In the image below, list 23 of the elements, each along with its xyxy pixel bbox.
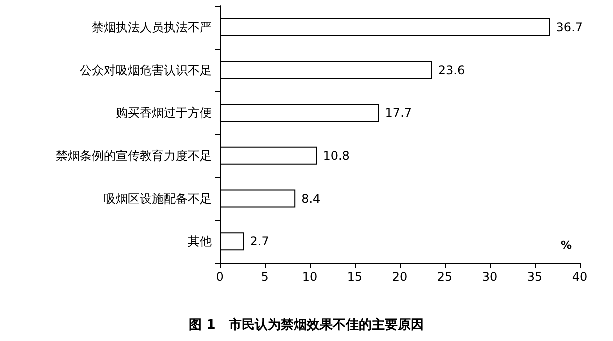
y-tick-label: 购买香烟过于方便 (116, 106, 212, 120)
data-label: 36.7 (556, 20, 584, 34)
x-tick-label: 40 (572, 270, 588, 284)
x-tick-label: 0 (216, 270, 224, 284)
x-tick-label: 30 (482, 270, 498, 284)
y-tick-label: 吸烟区设施配备不足 (104, 192, 212, 206)
x-tick-label: 35 (527, 270, 543, 284)
x-tick-label: 5 (261, 270, 269, 284)
x-axis-title: % (560, 239, 572, 252)
y-tick-label: 其他 (188, 234, 212, 249)
y-tick-label: 禁烟执法人员执法不严 (92, 20, 212, 34)
x-tick-label: 10 (302, 270, 318, 284)
text: 图 1 市民认为禁烟效果不佳的主要原因 (189, 317, 424, 333)
data-label: 8.4 (302, 192, 321, 206)
y-tick-label: 禁烟条例的宣传教育力度不足 (56, 148, 212, 163)
x-tick-label: 25 (437, 270, 453, 284)
y-tick-label: 公众对吸烟危害认识不足 (80, 63, 212, 78)
data-label: 2.7 (250, 234, 270, 249)
x-tick-label: 20 (392, 270, 408, 284)
data-label: 17.7 (385, 106, 412, 120)
data-label: 23.6 (438, 63, 466, 78)
data-label: 10.8 (323, 148, 350, 163)
x-tick-label: 15 (347, 270, 363, 284)
